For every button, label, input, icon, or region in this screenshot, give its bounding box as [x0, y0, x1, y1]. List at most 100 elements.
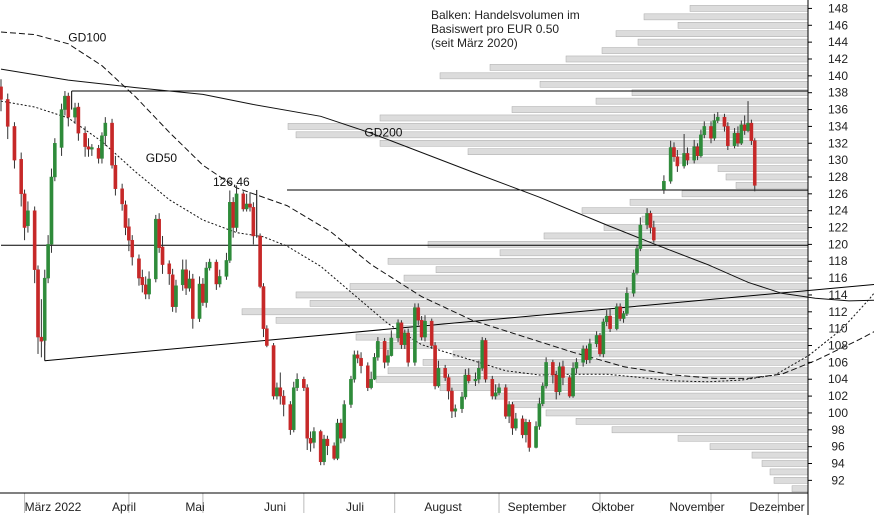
candle-up — [540, 385, 545, 404]
candle-down — [140, 277, 145, 286]
candle-down — [19, 159, 23, 195]
candle-up — [436, 368, 441, 387]
candle-down — [598, 335, 602, 355]
candle-down — [201, 283, 205, 303]
volume-bar — [275, 316, 809, 324]
volume-bar — [709, 443, 809, 450]
candle-up — [453, 408, 458, 412]
candle-down — [258, 235, 262, 287]
y-tick-label: 114 — [828, 288, 847, 302]
y-tick-label: 112 — [828, 305, 847, 319]
volume-bar — [349, 283, 809, 290]
candle-up — [349, 379, 353, 405]
volume-bar — [761, 460, 809, 467]
axes: 92 94 96 98 100 102 104 106 108 110 112 114 116 118 12… — [0, 0, 848, 515]
volume-bar — [387, 367, 809, 375]
candle-up — [342, 404, 347, 439]
candle-down — [278, 387, 283, 397]
volume-bar — [581, 207, 809, 214]
candle-up — [668, 147, 673, 182]
candle-down — [695, 146, 700, 157]
candle-down — [749, 122, 754, 141]
candle-down — [520, 418, 525, 436]
volume-bar — [751, 451, 809, 459]
candle-down — [214, 261, 219, 285]
candle-up — [625, 293, 629, 314]
candle-down — [248, 203, 252, 208]
candle-down — [130, 239, 135, 258]
candle-up — [692, 146, 696, 161]
candle-up — [604, 315, 609, 323]
volume-profile — [241, 5, 809, 493]
candle-up — [312, 431, 316, 443]
volume-bar — [575, 418, 809, 425]
candle-down — [143, 284, 148, 295]
candle-down — [736, 132, 740, 144]
candle-down — [123, 204, 128, 228]
candle-down — [429, 320, 434, 346]
candle-up — [739, 124, 744, 144]
candle-down — [5, 99, 10, 127]
volume-bar — [595, 97, 809, 105]
y-tick-label: 116 — [828, 271, 847, 285]
candle-down — [675, 156, 680, 167]
candle-down — [490, 379, 495, 397]
volume-bar — [499, 249, 809, 257]
candle-up — [53, 143, 57, 178]
candle-up — [42, 277, 47, 341]
candle-up — [204, 267, 209, 303]
candle-down — [308, 438, 313, 444]
candle-up — [147, 278, 151, 295]
y-tick-label: 138 — [828, 86, 848, 100]
indicator-label-2: GD200 — [364, 126, 402, 140]
volume-bar — [379, 114, 809, 122]
candle-down — [110, 122, 114, 166]
y-tick-label: 100 — [828, 406, 848, 420]
candle-down — [355, 354, 360, 359]
candle-down — [406, 332, 410, 363]
volume-bar — [637, 38, 809, 46]
candle-down — [12, 126, 17, 161]
candle-up — [715, 116, 720, 121]
candle-up — [544, 362, 548, 387]
candle-up — [73, 107, 77, 118]
volume-bar — [735, 182, 809, 189]
y-tick-label: 132 — [828, 136, 848, 150]
candle-up — [493, 392, 498, 397]
candle-up — [507, 404, 511, 417]
candle-down — [86, 146, 91, 150]
volume-bar — [467, 148, 809, 155]
candle-down — [231, 202, 235, 228]
candle-up — [372, 357, 377, 380]
candle-up — [460, 396, 464, 409]
candle-up — [524, 422, 528, 436]
y-tick-label: 92 — [831, 473, 845, 487]
gd200-line — [0, 68, 874, 302]
candle-down — [305, 387, 310, 439]
candle-down — [742, 124, 747, 131]
candle-up — [100, 135, 104, 159]
candle-down — [672, 147, 676, 157]
candle-down — [271, 345, 276, 397]
candle-down — [184, 269, 188, 289]
candle-up — [59, 109, 64, 148]
candle-up — [699, 134, 703, 157]
volume-bar — [511, 401, 809, 408]
volume-bar — [511, 106, 809, 113]
candle-down — [157, 218, 161, 248]
candle-down — [503, 387, 508, 417]
y-tick-label: 102 — [828, 389, 848, 403]
gd100-line — [0, 31, 874, 379]
candle-up — [207, 261, 212, 269]
candle-down — [170, 274, 175, 307]
volume-bar — [387, 257, 809, 265]
candle-up — [413, 307, 417, 363]
volume-bar — [539, 80, 809, 88]
candle-up — [574, 362, 579, 369]
candle-down — [446, 377, 451, 392]
candle-up — [26, 210, 30, 227]
y-tick-label: 142 — [828, 52, 848, 66]
volume-bar — [769, 468, 809, 476]
gd50-line — [0, 100, 874, 383]
y-tick-label: 110 — [828, 322, 847, 336]
